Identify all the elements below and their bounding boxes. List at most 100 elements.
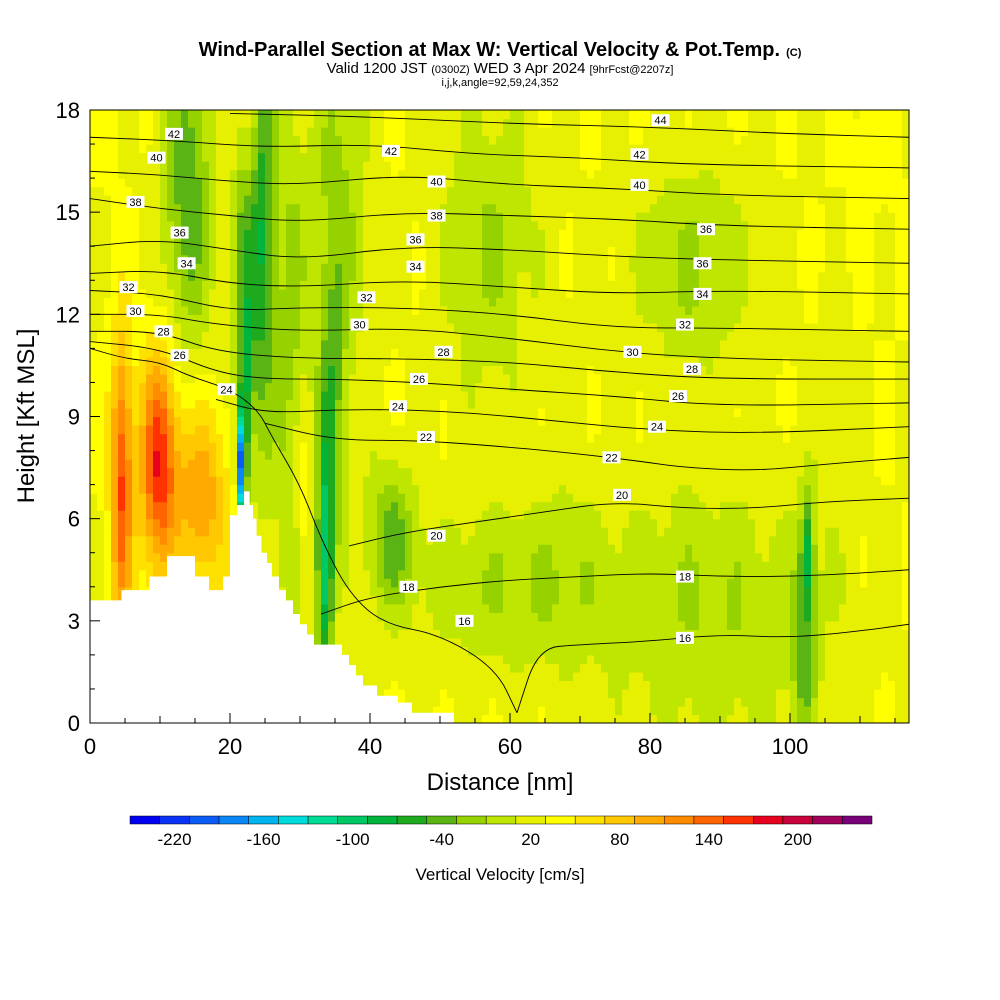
heatmap-cell	[671, 663, 679, 673]
heatmap-cell	[888, 399, 896, 409]
heatmap-cell	[216, 459, 224, 469]
heatmap-cell	[342, 595, 350, 605]
heatmap-cell	[629, 663, 637, 673]
heatmap-cell	[839, 416, 847, 426]
heatmap-cell	[440, 416, 448, 426]
heatmap-cell	[90, 501, 98, 511]
heatmap-cell	[510, 595, 518, 605]
heatmap-cell	[678, 450, 686, 460]
heatmap-cell	[804, 459, 812, 469]
heatmap-cell	[517, 493, 525, 503]
heatmap-cell	[797, 671, 805, 682]
heatmap-cell	[727, 646, 735, 656]
heatmap-cell	[552, 407, 560, 418]
heatmap-cell	[307, 544, 315, 554]
heatmap-cell	[804, 484, 812, 494]
heatmap-cell	[279, 484, 287, 494]
heatmap-cell	[419, 612, 427, 622]
heatmap-cell	[797, 365, 805, 375]
heatmap-cell	[615, 671, 623, 682]
heatmap-cell	[342, 425, 350, 435]
heatmap-cell	[524, 484, 532, 494]
heatmap-cell	[146, 544, 154, 554]
heatmap-cell	[174, 544, 182, 554]
heatmap-cell	[790, 620, 798, 630]
heatmap-cell	[566, 416, 574, 426]
heatmap-cell	[888, 365, 896, 375]
heatmap-cell	[370, 595, 378, 605]
heatmap-cell	[559, 535, 567, 545]
heatmap-cell	[272, 569, 280, 579]
heatmap-cell	[692, 467, 700, 477]
heatmap-cell	[881, 467, 889, 477]
heatmap-cell	[503, 680, 511, 690]
heatmap-cell	[307, 425, 315, 435]
heatmap-cell	[139, 399, 147, 409]
heatmap-cell	[769, 459, 777, 469]
heatmap-cell	[895, 390, 903, 401]
heatmap-cell	[118, 493, 126, 503]
heatmap-cell	[545, 535, 553, 545]
heatmap-cell	[678, 484, 686, 494]
heatmap-cell	[783, 688, 791, 699]
heatmap-cell	[706, 578, 714, 588]
heatmap-cell	[601, 373, 609, 384]
heatmap-cell	[139, 518, 147, 528]
heatmap-cell	[769, 578, 777, 588]
heatmap-cell	[545, 688, 553, 699]
heatmap-cell	[594, 442, 602, 452]
heatmap-cell	[426, 654, 434, 665]
heatmap-cell	[573, 646, 581, 656]
heatmap-cell	[188, 442, 196, 452]
heatmap-cell	[678, 714, 686, 723]
heatmap-cell	[342, 390, 350, 401]
heatmap-cell	[580, 544, 588, 554]
heatmap-cell	[419, 518, 427, 528]
heatmap-cell	[111, 467, 119, 477]
heatmap-cell	[118, 527, 126, 537]
heatmap-cell	[426, 688, 434, 699]
heatmap-cell	[769, 442, 777, 452]
heatmap-cell	[209, 390, 217, 401]
heatmap-cell	[594, 680, 602, 690]
heatmap-cell	[580, 680, 588, 690]
heatmap-cell	[503, 637, 511, 647]
heatmap-cell	[755, 654, 763, 665]
heatmap-cell	[251, 399, 259, 409]
heatmap-cell	[195, 510, 203, 520]
heatmap-cell	[685, 680, 693, 690]
heatmap-cell	[342, 569, 350, 579]
heatmap-cell	[181, 390, 189, 401]
heatmap-cell	[258, 467, 266, 477]
heatmap-cell	[566, 467, 574, 477]
heatmap-cell	[447, 501, 455, 511]
heatmap-cell	[839, 450, 847, 460]
heatmap-cell	[433, 654, 441, 665]
heatmap-cell	[496, 493, 504, 503]
heatmap-cell	[237, 476, 245, 486]
heatmap-cell	[349, 493, 357, 503]
heatmap-cell	[615, 552, 623, 562]
heatmap-cell	[342, 459, 350, 469]
heatmap-cell	[447, 612, 455, 622]
heatmap-cell	[776, 671, 784, 682]
heatmap-cell	[510, 425, 518, 435]
heatmap-cell	[531, 637, 539, 647]
heatmap-cell	[860, 586, 868, 596]
heatmap-cell	[328, 510, 336, 520]
heatmap-cell	[440, 620, 448, 630]
heatmap-cell	[734, 535, 742, 545]
heatmap-cell	[496, 399, 504, 409]
heatmap-cell	[363, 493, 371, 503]
heatmap-cell	[552, 561, 560, 571]
heatmap-cell	[881, 578, 889, 588]
heatmap-cell	[846, 603, 854, 613]
heatmap-cell	[279, 416, 287, 426]
heatmap-cell	[307, 373, 315, 384]
heatmap-cell	[258, 518, 266, 528]
heatmap-cell	[573, 382, 581, 392]
heatmap-cell	[377, 578, 385, 588]
heatmap-cell	[300, 433, 308, 443]
heatmap-cell	[622, 663, 630, 673]
heatmap-cell	[510, 714, 518, 723]
